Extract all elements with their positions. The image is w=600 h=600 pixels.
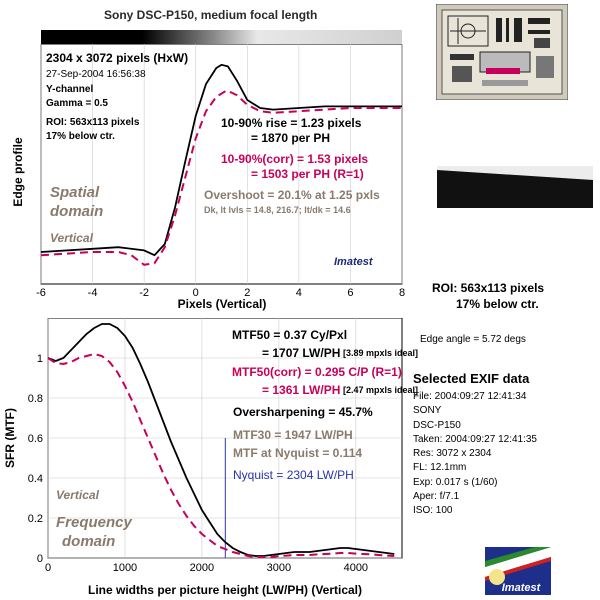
nyquist-annotation: Nyquist = 2304 LW/PH (233, 468, 354, 482)
capture-date: 27-Sep-2004 16:56:38 (46, 69, 146, 80)
mtf-x-tick-label: 1000 (113, 562, 137, 574)
mtf-ticks: 0 1000 2000 3000 4000 0 0.2 0.4 0.6 0.8 1 (28, 353, 368, 574)
mtf-y-tick-label: 0 (37, 553, 43, 565)
right-roi-label: ROI: 563x113 pixels (432, 281, 545, 295)
gamma: Gamma = 0.5 (46, 98, 108, 109)
exif-line: DSC-P150 (413, 419, 461, 431)
edge-roi-crop (437, 166, 593, 208)
edge-y-axis-label: Edge profile (11, 137, 25, 207)
imatest-logo: Imatest (485, 547, 551, 595)
oversharpening: Oversharpening = 45.7% (233, 405, 373, 419)
right-roi-position: 17% below ctr. (456, 297, 539, 311)
mtf50-corr-ideal: [2.47 mpxls ideal] (343, 385, 419, 395)
exif-line: Exp: 0.017 s (1/60) (413, 476, 498, 488)
vertical-label-top: Vertical (50, 231, 93, 245)
mtf-line (47, 323, 395, 557)
edge-x-tick-label: 4 (296, 287, 302, 299)
rise-corr-annotation: 10-90%(corr) = 1.53 pixels (221, 152, 369, 166)
rise-corr-per-ph: = 1503 per PH (R=1) (251, 167, 364, 181)
edge-x-tick-label: 2 (244, 287, 250, 299)
edge-grid (40, 44, 403, 284)
rise-annotation: 10-90% rise = 1.23 pixels (221, 116, 362, 130)
mtf50-lwph: = 1707 LW/PH (262, 346, 341, 360)
edge-x-tick-label: 6 (347, 287, 353, 299)
edge-x-ticks: -6 -4 -2 0 2 4 6 8 (36, 287, 405, 299)
mtf-nyquist-annotation: MTF at Nyquist = 0.114 (233, 446, 363, 460)
mtf-x-tick-label: 3000 (267, 562, 291, 574)
exif-line: Res: 3072 x 2304 (413, 448, 492, 460)
rise-per-ph: = 1870 per PH (251, 131, 331, 145)
edge-angle: Edge angle = 5.72 degs (420, 334, 526, 345)
dark-light-levels: Dk, lt lvls = 14.8, 216.7; lt/dk = 14.6 (204, 205, 351, 215)
logo-text: Imatest (502, 582, 542, 594)
edge-x-tick-label: 8 (399, 287, 405, 299)
exif-line: File: 2004:09:27 12:41:34 (413, 391, 527, 402)
mtf-y-tick-label: 0.8 (28, 393, 43, 405)
exif-line: ISO: 100 (413, 505, 453, 517)
image-dims: 2304 x 3072 pixels (HxW) (46, 51, 189, 65)
test-chart-thumbnail (436, 4, 568, 100)
edge-series (40, 63, 402, 266)
edge-gradient-strip (41, 30, 402, 44)
mtf50-ideal: [3.89 mpxls ideal] (343, 348, 419, 358)
exif-line: Taken: 2004:09:27 12:41:35 (413, 433, 537, 445)
roi-label: ROI: 563x113 pixels (46, 117, 140, 128)
vertical-label-bottom: Vertical (56, 488, 99, 502)
edge-x-tick-label: -2 (139, 287, 149, 299)
imatest-watermark: Imatest (334, 256, 373, 268)
mtf-y-tick-label: 1 (37, 353, 43, 365)
roi-position: 17% below ctr. (46, 131, 115, 142)
mtf30-annotation: MTF30 = 1947 LW/PH (233, 428, 353, 442)
exif-title: Selected EXIF data (413, 371, 530, 386)
spatial-domain-label: domain (50, 203, 104, 220)
mtf50-corr-lwph: = 1361 LW/PH (262, 383, 341, 397)
exif-line: FL: 12.1mm (413, 462, 467, 474)
channel: Y-channel (46, 84, 94, 95)
mtf-chart: 0 1000 2000 3000 4000 0 0.2 0.4 0.6 0.8 1 Line wid… (3, 318, 403, 597)
overshoot-annotation: Overshoot = 20.1% at 1.25 pxls (204, 188, 380, 202)
mtf-y-tick-label: 0.6 (28, 433, 43, 445)
mtf-x-tick-label: 4000 (344, 562, 368, 574)
mtf-y-tick-label: 0.2 (28, 513, 43, 525)
exif-line: SONY (413, 405, 442, 417)
spatial-label: Spatial (50, 184, 100, 201)
mtf50-annotation: MTF50 = 0.37 Cy/Pxl (232, 328, 348, 342)
edge-profile-line (40, 63, 402, 257)
edge-profile-corrected-line (40, 89, 402, 266)
mtf50-corr-annotation: MTF50(corr) = 0.295 C/P (R=1) (232, 365, 402, 379)
edge-plot-frame (40, 44, 403, 285)
edge-x-axis-label: Pixels (Vertical) (178, 297, 267, 311)
edge-x-tick-label: -6 (36, 287, 46, 299)
mtf-y-tick-label: 0.4 (28, 473, 43, 485)
mtf-series (47, 323, 395, 558)
mtf-x-tick-label: 2000 (190, 562, 214, 574)
edge-x-tick-label: -4 (88, 287, 98, 299)
frequency-label: Frequency (56, 514, 132, 531)
edge-profile-chart: -6 -4 -2 0 2 4 6 8 Pixels (Vertical) Edge profi… (11, 44, 405, 311)
chart-title: Sony DSC-P150, medium focal length (104, 8, 318, 22)
frequency-domain-label: domain (62, 533, 116, 550)
mtf-x-axis-label: Line widths per picture height (LW/PH) (… (88, 583, 362, 597)
exif-line: Aper: f/7.1 (413, 491, 460, 503)
mtf-x-tick-label: 0 (45, 562, 51, 574)
exif-list: File: 2004:09:27 12:41:34 SONY DSC-P150 … (413, 390, 537, 519)
edge-x-tick-label: 0 (193, 287, 199, 299)
mtf-y-axis-label: SFR (MTF) (3, 408, 17, 468)
mtf-corrected-line (47, 352, 395, 558)
